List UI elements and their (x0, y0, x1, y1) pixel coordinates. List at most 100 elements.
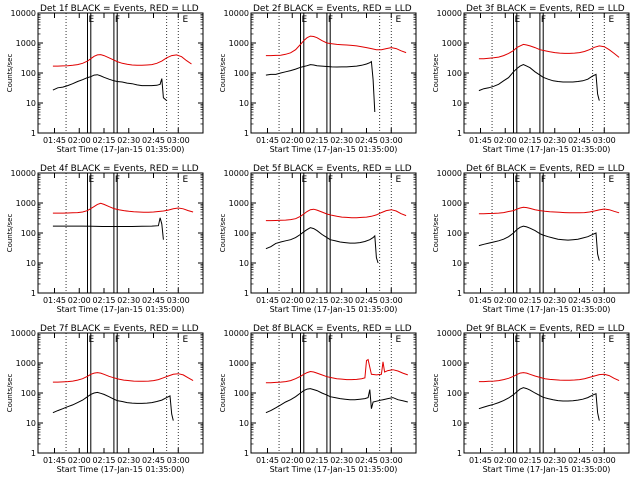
time-interval-rect (87, 172, 92, 294)
x-axis-label: Start Time (17-Jan-15 01:35:00) (270, 145, 398, 154)
x-axis-label: Start Time (17-Jan-15 01:35:00) (483, 305, 611, 314)
series-line-events (52, 391, 174, 421)
y-tick-label: 1000 (16, 199, 36, 208)
x-tick-label: 01:45 (469, 456, 492, 465)
x-tick-label: 03:00 (380, 456, 403, 465)
x-tick-label: 03:00 (380, 136, 403, 145)
interval-marker: F (115, 15, 120, 25)
y-tick-label: 100 (447, 229, 462, 238)
y-tick-label: 10 (239, 99, 249, 108)
x-tick-label: 02:45 (568, 296, 591, 305)
x-tick-label: 02:15 (518, 296, 541, 305)
y-tick-label: 1000 (229, 39, 249, 48)
y-axis-label: Counts/sec (6, 54, 14, 93)
time-interval-rect (300, 12, 305, 134)
series-line-lld (478, 206, 620, 215)
time-interval-rect (513, 332, 518, 454)
x-tick-label: 02:00 (494, 456, 517, 465)
x-tick-label: 01:45 (469, 296, 492, 305)
interval-marker: F (541, 175, 546, 185)
x-tick-label: 01:45 (43, 296, 66, 305)
series-line-events (478, 225, 600, 261)
y-tick-label: 10 (452, 259, 462, 268)
y-axis-label: Counts/sec (219, 54, 227, 93)
x-tick-label: 01:45 (256, 296, 279, 305)
y-tick-label: 10000 (437, 329, 462, 338)
y-tick-label: 10 (26, 99, 36, 108)
series-line-lld (478, 43, 620, 60)
x-tick-label: 01:45 (256, 456, 279, 465)
x-tick-label: 02:15 (518, 136, 541, 145)
interval-marker: E (89, 175, 95, 185)
series-line-lld (265, 358, 408, 384)
x-axis-label: Start Time (17-Jan-15 01:35:00) (270, 465, 398, 474)
series-line-events (265, 227, 379, 264)
y-tick-label: 10000 (224, 329, 249, 338)
interval-marker: F (541, 15, 546, 25)
interval-marker: F (328, 335, 333, 345)
time-interval-rect (300, 172, 305, 294)
x-tick-label: 02:00 (494, 136, 517, 145)
x-tick-label: 03:00 (167, 136, 190, 145)
y-tick-label: 10 (239, 419, 249, 428)
time-interval-rect (513, 12, 518, 134)
y-tick-label: 1 (457, 449, 462, 458)
y-tick-label: 10 (26, 419, 36, 428)
y-tick-label: 1000 (229, 359, 249, 368)
x-tick-label: 02:15 (92, 456, 115, 465)
y-axis-label: Counts/sec (432, 374, 440, 413)
y-tick-label: 1000 (442, 39, 462, 48)
y-tick-label: 10000 (437, 9, 462, 18)
y-tick-label: 1 (457, 129, 462, 138)
y-tick-label: 1 (457, 289, 462, 298)
x-tick-label: 02:30 (330, 136, 353, 145)
y-tick-label: 1000 (16, 359, 36, 368)
x-axis-label: Start Time (17-Jan-15 01:35:00) (57, 305, 185, 314)
chart-title: Det 8f BLACK = Events, RED = LLD (253, 324, 412, 334)
x-tick-label: 02:00 (494, 296, 517, 305)
x-axis-label: Start Time (17-Jan-15 01:35:00) (270, 305, 398, 314)
x-tick-label: 02:00 (281, 136, 304, 145)
y-tick-label: 1000 (229, 199, 249, 208)
chart-title: Det 1f BLACK = Events, RED = LLD (40, 4, 199, 14)
series-line-events (52, 217, 164, 240)
interval-marker: F (115, 335, 120, 345)
interval-marker: E (515, 175, 521, 185)
x-tick-label: 02:30 (117, 136, 140, 145)
time-interval-rect (326, 332, 331, 454)
interval-marker: E (183, 335, 189, 345)
y-tick-label: 10000 (224, 169, 249, 178)
y-tick-label: 100 (234, 389, 249, 398)
y-tick-label: 100 (234, 69, 249, 78)
x-tick-label: 02:45 (142, 296, 165, 305)
y-tick-label: 1000 (442, 199, 462, 208)
x-tick-label: 02:00 (68, 296, 91, 305)
y-tick-label: 100 (21, 389, 36, 398)
chart-title: Det 7f BLACK = Events, RED = LLD (40, 324, 199, 334)
time-interval-rect (539, 12, 544, 134)
series-line-events (265, 388, 408, 414)
x-tick-label: 01:45 (43, 136, 66, 145)
chart-title: Det 6f BLACK = Events, RED = LLD (466, 164, 625, 174)
x-tick-label: 02:00 (68, 136, 91, 145)
time-interval-rect (113, 172, 118, 294)
time-interval-rect (326, 172, 331, 294)
x-axis-label: Start Time (17-Jan-15 01:35:00) (57, 465, 185, 474)
x-tick-label: 02:15 (305, 136, 328, 145)
y-tick-label: 10 (452, 99, 462, 108)
interval-marker: F (328, 15, 333, 25)
interval-marker: E (609, 175, 615, 185)
y-tick-label: 100 (21, 229, 36, 238)
time-interval-rect (539, 172, 544, 294)
x-tick-label: 02:45 (568, 456, 591, 465)
time-interval-rect (113, 12, 118, 134)
y-tick-label: 1 (31, 449, 36, 458)
y-tick-label: 10000 (437, 169, 462, 178)
series-line-lld (478, 372, 620, 383)
x-tick-label: 02:00 (68, 456, 91, 465)
